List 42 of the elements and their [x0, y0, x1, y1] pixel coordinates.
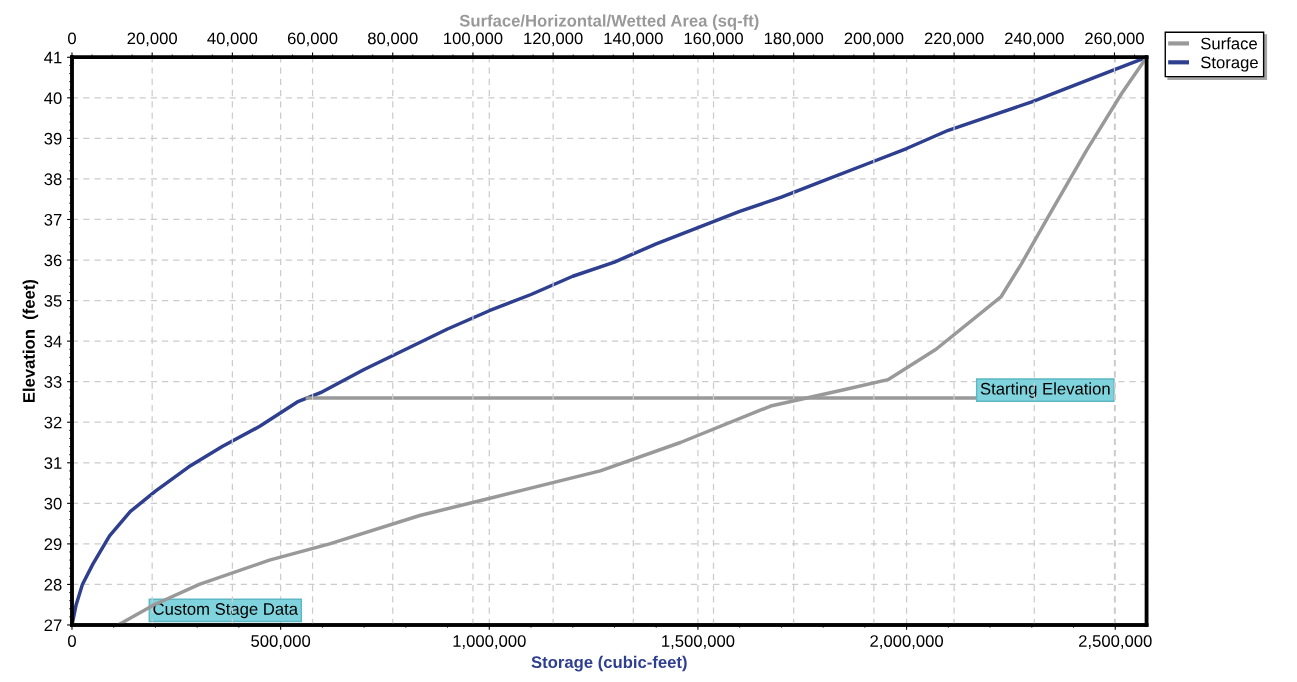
x-tick-label: 1,500,000: [662, 635, 735, 649]
x2-tick-label: 0: [68, 32, 76, 45]
y-tick-label: 36: [44, 254, 62, 267]
x2-tick-label: 40,000: [207, 32, 258, 47]
x2-tick-label: 220,000: [924, 32, 984, 47]
y-tick-label: 38: [44, 173, 62, 186]
y-tick-label: 40: [44, 92, 62, 105]
x2-tick-label: 60,000: [287, 32, 338, 47]
x2-tick-label: 200,000: [844, 32, 904, 47]
x2-tick-label: 180,000: [764, 32, 824, 47]
y-tick-label: 34: [44, 335, 62, 348]
y-axis-title: Elevation (feet): [22, 279, 39, 403]
x2-tick-label: 100,000: [444, 32, 503, 47]
x2-tick-label: 120,000: [524, 32, 583, 47]
y-tick-label: 41: [44, 51, 62, 64]
x2-axis-title: Surface/Horizontal/Wetted Area (sq-ft): [459, 14, 759, 30]
x-tick-label: 2,000,000: [870, 635, 944, 649]
x-tick-label: 0: [68, 635, 76, 647]
y-tick-label: 37: [44, 213, 62, 226]
y-tick-label: 29: [44, 538, 62, 551]
x2-tick-label: 160,000: [684, 32, 743, 47]
y-tick-label: 27: [44, 619, 62, 632]
x-axis-title: Storage (cubic-feet): [531, 655, 687, 672]
annotation: Custom Stage Data: [153, 603, 299, 619]
y-tick-label: 28: [44, 578, 62, 591]
legend-label: Surface: [1201, 37, 1257, 50]
y-tick-label: 31: [44, 457, 62, 469]
x2-tick-label: 20,000: [127, 32, 178, 47]
legend-label: Storage: [1201, 56, 1258, 72]
x2-tick-label: 260,000: [1085, 32, 1144, 47]
y-tick-label: 39: [44, 132, 62, 145]
y-tick-label: 33: [44, 376, 62, 388]
y-tick-label: 32: [44, 416, 62, 429]
y-tick-label: 35: [44, 294, 62, 307]
x2-tick-label: 240,000: [1005, 32, 1064, 47]
y-tick-label: 30: [44, 497, 62, 510]
x2-tick-label: 140,000: [604, 32, 663, 47]
ref-line-label: Starting Elevation: [980, 382, 1110, 398]
x-tick-label: 500,000: [251, 635, 311, 649]
x-tick-label: 2,500,000: [1079, 635, 1152, 649]
x2-tick-label: 80,000: [367, 32, 418, 47]
x-tick-label: 1,000,000: [453, 635, 526, 649]
